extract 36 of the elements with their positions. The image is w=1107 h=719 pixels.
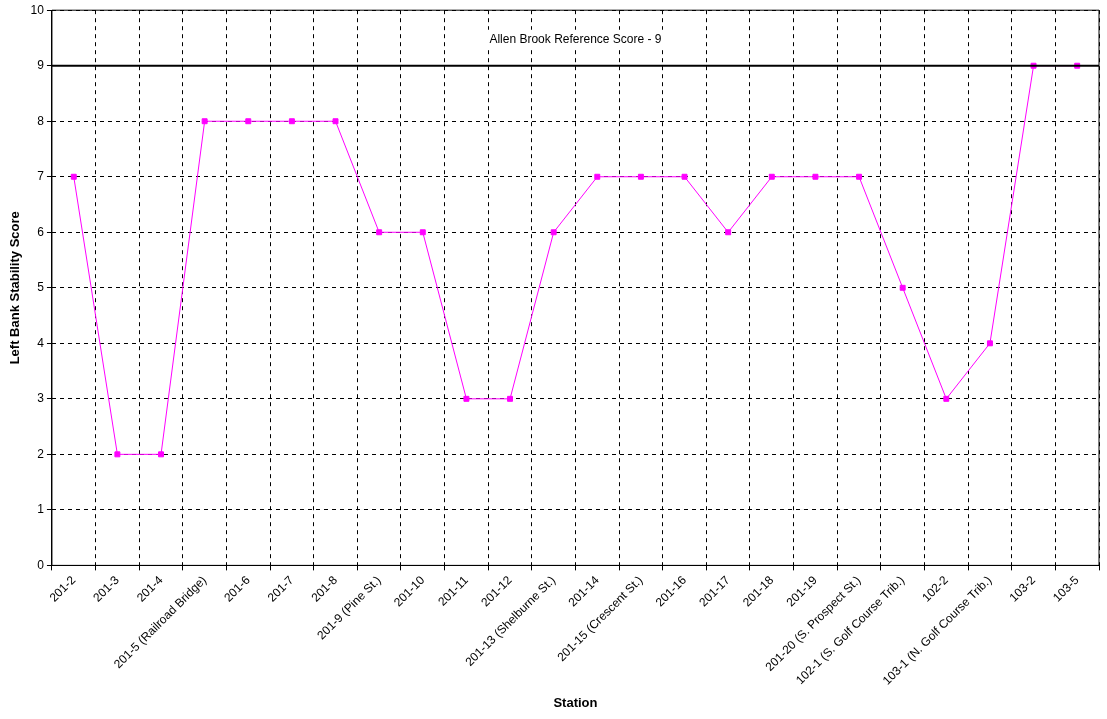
y-tick-label: 3 (37, 391, 45, 406)
point (943, 395, 950, 402)
point (768, 173, 775, 180)
y-tick-label: 5 (37, 280, 45, 295)
x-axis-title: Station (553, 694, 598, 710)
point (725, 229, 732, 236)
point (550, 229, 557, 236)
point (332, 118, 339, 125)
y-tick-label: 4 (37, 335, 45, 350)
point (594, 173, 601, 180)
point (463, 395, 470, 402)
y-tick-label: 8 (37, 113, 45, 128)
y-tick-label: 6 (37, 224, 45, 239)
point (812, 173, 819, 180)
y-tick-label: 10 (30, 2, 45, 17)
point (245, 118, 252, 125)
point (856, 173, 863, 180)
point (201, 118, 208, 125)
point (419, 229, 426, 236)
y-tick-label: 7 (37, 169, 45, 184)
y-axis-title: Left Bank Stability Score (7, 211, 23, 365)
point (70, 173, 77, 180)
point (899, 284, 906, 291)
point (507, 395, 514, 402)
y-tick-label: 1 (37, 502, 45, 517)
point (681, 173, 688, 180)
ref-line-label: Allen Brook Reference Score - 9 (489, 32, 662, 47)
point (637, 173, 644, 180)
y-tick-label: 2 (37, 446, 45, 461)
point (376, 229, 383, 236)
point (158, 451, 164, 458)
point (114, 451, 121, 458)
y-tick-label: 0 (37, 557, 45, 572)
y-tick-label: 9 (37, 58, 45, 73)
point (986, 340, 993, 347)
point (288, 118, 295, 125)
